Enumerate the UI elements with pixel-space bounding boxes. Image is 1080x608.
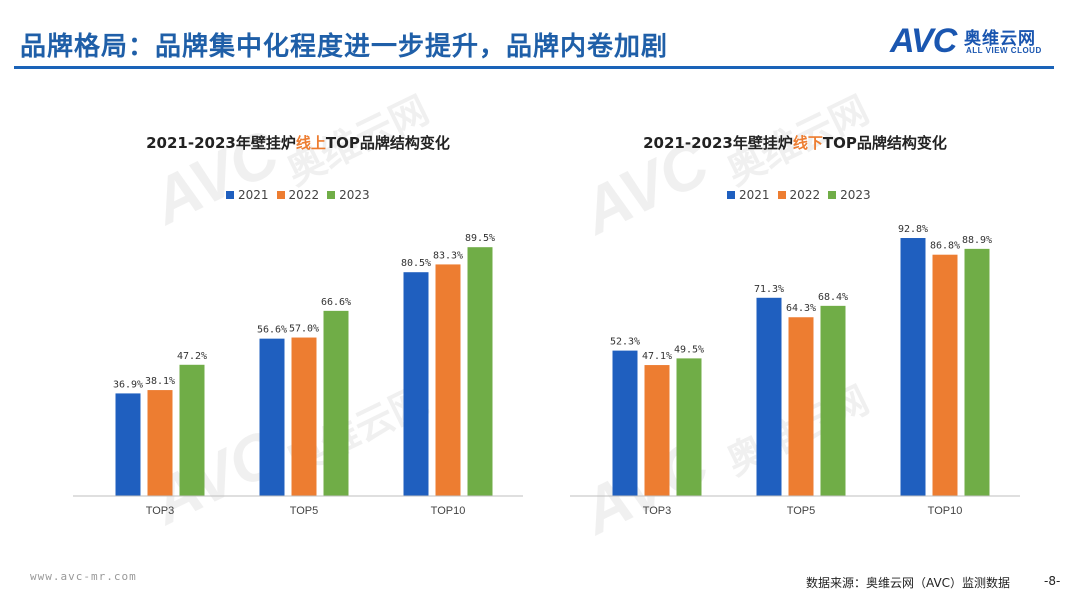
data-label: 88.9%: [962, 235, 992, 246]
bar-top5-2023: [820, 305, 846, 496]
data-label: 52.3%: [610, 337, 640, 348]
legend-swatch: [777, 191, 786, 199]
legend-item: 2021: [727, 188, 770, 202]
legend-item: 2022: [276, 188, 320, 202]
chart-title-suffix: TOP品牌结构变化: [822, 134, 947, 152]
data-label: 89.5%: [465, 233, 495, 244]
legend-label: 2023: [840, 188, 871, 202]
bar-plot-area: 52.3%47.1%49.5% TOP3 71.3%64.3%68.4% TOP5 92…: [570, 224, 1020, 517]
bar-top5-2023: [323, 310, 349, 496]
bar-top10-2021: [403, 272, 429, 496]
bar-top5-2022: [788, 317, 814, 496]
data-label: 49.5%: [674, 344, 704, 355]
bar-top3-2022: [644, 365, 670, 496]
offline-brand-structure-chart: 2021-2023年壁挂炉线下TOP品牌结构变化 2021 2022 2023 …: [555, 120, 1035, 530]
legend-label: 2021: [238, 188, 269, 202]
legend-item: 2021: [226, 188, 269, 202]
data-label: 80.5%: [401, 258, 431, 269]
footer-website: www.avc-mr.com: [30, 570, 137, 583]
data-label: 56.6%: [257, 325, 287, 336]
data-label: 47.2%: [177, 351, 207, 362]
bar-top10-2023: [467, 247, 493, 496]
bar-top10-2023: [964, 248, 990, 496]
title-divider: [14, 66, 1054, 69]
x-tick-label: TOP10: [431, 505, 466, 517]
chart-legend: 2021 2022 2023: [226, 188, 370, 202]
data-source-note: 数据来源：奥维云网（AVC）监测数据: [806, 576, 1011, 590]
logo-chinese-name: 奥维云网: [964, 29, 1036, 49]
data-label: 92.8%: [898, 224, 928, 235]
chart-legend: 2021 2022 2023: [727, 188, 871, 202]
logo-mark: AVC: [890, 22, 957, 60]
data-label: 57.0%: [289, 324, 319, 335]
bar-top5-2021: [259, 338, 285, 496]
bar-top5-2022: [291, 337, 317, 496]
bar-top10-2022: [435, 264, 461, 496]
legend-item: 2022: [777, 188, 821, 202]
data-label: 68.4%: [818, 292, 848, 303]
chart-title-highlight: 线上: [295, 134, 326, 152]
legend-swatch: [327, 191, 336, 199]
chart-title-prefix: 2021-2023年壁挂炉: [146, 134, 296, 152]
bar-top10-2021: [900, 238, 926, 496]
logo-english-name: ALL VIEW CLOUD: [966, 46, 1042, 55]
x-tick-label: TOP3: [146, 505, 175, 517]
x-tick-label: TOP5: [290, 505, 319, 517]
legend-label: 2021: [739, 188, 770, 202]
legend-swatch: [276, 191, 285, 199]
bar-top10-2022: [932, 254, 958, 496]
bar-top3-2021: [115, 393, 141, 496]
page-number: -8-: [1044, 574, 1061, 588]
data-label: 38.1%: [145, 376, 175, 387]
legend-label: 2022: [789, 188, 821, 202]
chart-title: 2021-2023年壁挂炉线下TOP品牌结构变化: [555, 132, 1035, 153]
legend-item: 2023: [828, 188, 871, 202]
data-label: 83.3%: [433, 250, 463, 261]
chart-title-suffix: TOP品牌结构变化: [325, 134, 450, 152]
legend-swatch: [828, 191, 837, 199]
legend-item: 2023: [327, 188, 370, 202]
legend-label: 2022: [288, 188, 320, 202]
data-label: 71.3%: [754, 284, 784, 295]
bar-top3-2023: [676, 358, 702, 496]
chart-title: 2021-2023年壁挂炉线上TOP品牌结构变化: [58, 132, 538, 153]
data-label: 86.8%: [930, 241, 960, 252]
chart-title-highlight: 线下: [792, 134, 823, 152]
x-tick-label: TOP5: [787, 505, 816, 517]
bar-top3-2021: [612, 350, 638, 496]
data-label: 36.9%: [113, 379, 143, 390]
online-brand-structure-chart: 2021-2023年壁挂炉线上TOP品牌结构变化 2021 2022 2023 …: [58, 120, 538, 530]
bar-plot-area: 36.9% 38.1% 47.2% TOP3 56.6% 57.0% 66.6% TOP5 80…: [73, 233, 523, 517]
bar-top3-2023: [179, 364, 205, 496]
bar-top3-2022: [147, 390, 173, 496]
legend-label: 2023: [339, 188, 370, 202]
data-label: 47.1%: [642, 351, 672, 362]
data-label: 64.3%: [786, 303, 816, 314]
page-title: 品牌格局：品牌集中化程度进一步提升，品牌内卷加剧: [20, 32, 669, 62]
x-tick-label: TOP3: [643, 505, 672, 517]
x-tick-label: TOP10: [928, 505, 963, 517]
data-label: 66.6%: [321, 297, 351, 308]
bar-top5-2021: [756, 297, 782, 496]
legend-swatch: [727, 191, 735, 199]
avc-logo: AVC 奥维云网 ALL VIEW CLOUD: [890, 22, 1060, 62]
chart-title-prefix: 2021-2023年壁挂炉: [643, 134, 793, 152]
legend-swatch: [226, 191, 234, 199]
